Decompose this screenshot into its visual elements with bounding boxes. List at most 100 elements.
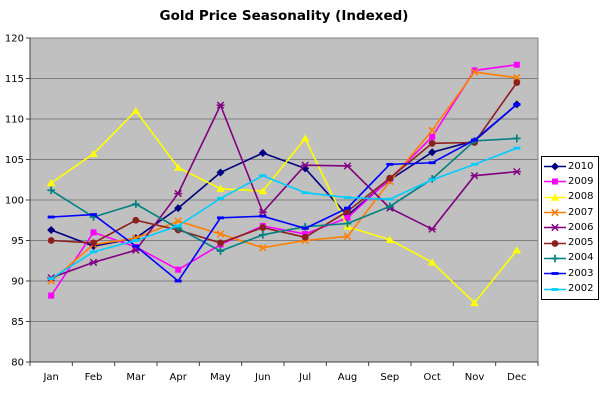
x-axis-label: Aug [338, 372, 358, 383]
legend-item-2007: 2007 [544, 205, 597, 220]
legend-label: 2007 [568, 206, 594, 218]
plus-marker [386, 202, 394, 211]
circle-marker [217, 239, 224, 247]
y-axis-label: 110 [5, 115, 24, 126]
series-line-2008 [50, 109, 518, 305]
asterisk-marker [301, 161, 310, 169]
y-axis-label: 115 [5, 74, 24, 85]
y-axis-label: 80 [11, 358, 24, 369]
circle-marker [301, 233, 309, 241]
legend-label: 2003 [568, 267, 594, 279]
dash-marker [217, 216, 224, 220]
dash-marker [386, 162, 394, 166]
x-axis-label: Dec [507, 372, 526, 383]
dash-marker [132, 244, 140, 248]
x-axis-label: Nov [465, 372, 485, 383]
dash-marker [259, 174, 267, 178]
asterisk-marker [470, 172, 479, 180]
asterisk-marker [343, 162, 352, 170]
y-axis-label: 100 [5, 196, 24, 207]
triangle-marker [512, 246, 522, 254]
square-marker [471, 67, 478, 74]
dash-marker [301, 226, 309, 230]
legend-swatch-triangle-icon [544, 193, 566, 201]
chart-title: Gold Price Seasonality (Indexed) [159, 8, 409, 24]
square-marker [513, 61, 520, 68]
triangle-marker [46, 178, 56, 187]
legend-label: 2002 [568, 283, 594, 295]
legend-label: 2010 [568, 160, 594, 172]
diamond-marker [428, 148, 437, 157]
circle-marker [90, 239, 97, 247]
square-marker [344, 214, 351, 221]
plus-marker [343, 219, 352, 228]
legend-item-2008: 2008 [544, 190, 597, 205]
x-marker [174, 217, 182, 225]
dash-marker [217, 196, 224, 200]
legend-swatch-dash-icon [544, 287, 566, 291]
plus-marker [47, 186, 55, 195]
circle-marker [259, 224, 267, 231]
x-marker [259, 244, 267, 252]
diamond-marker [216, 168, 225, 177]
dash-marker [513, 103, 521, 106]
square-marker [429, 133, 436, 140]
legend-label: 2008 [568, 191, 594, 203]
circle-marker [132, 216, 140, 224]
series-2008 [46, 106, 522, 307]
square-marker [90, 229, 97, 236]
x-marker [513, 73, 521, 82]
x-marker [428, 126, 436, 135]
x-axis-label: Apr [170, 372, 188, 383]
x-axis-label: Sep [380, 372, 399, 383]
square-marker [175, 266, 182, 273]
series-line-2006 [50, 103, 517, 279]
triangle-marker [300, 134, 310, 142]
dash-marker [132, 239, 140, 242]
dash-marker [90, 250, 97, 254]
triangle-marker [427, 258, 437, 266]
dash-marker [471, 162, 478, 166]
legend-item-2003: 2003 [544, 266, 597, 281]
dash-marker [259, 214, 267, 218]
x-axis-label: Jan [42, 372, 58, 383]
x-axis-label: Mar [126, 372, 146, 383]
legend-item-2006: 2006 [544, 220, 597, 235]
series-line-2003 [51, 103, 518, 283]
x-axis-label: Jun [254, 372, 271, 383]
dash-marker [428, 178, 436, 182]
dash-marker [513, 146, 521, 150]
asterisk-marker [89, 258, 98, 267]
x-marker [216, 230, 225, 238]
triangle-marker [131, 106, 141, 115]
legend-item-2004: 2004 [544, 251, 597, 266]
x-axis-label: Jul [298, 372, 311, 383]
circle-marker [47, 237, 55, 244]
legend-item-2009: 2009 [544, 174, 597, 189]
series-2006 [47, 101, 521, 282]
series-2004 [47, 134, 521, 255]
circle-marker [386, 174, 394, 182]
legend-label: 2009 [568, 175, 594, 187]
triangle-marker [89, 149, 98, 158]
x-axis-label: May [210, 372, 231, 383]
dash-marker [90, 213, 97, 216]
triangle-marker [385, 235, 395, 243]
dash-marker [47, 215, 55, 219]
legend-swatch-asterisk-icon [544, 224, 566, 232]
asterisk-marker [216, 101, 225, 109]
asterisk-marker [428, 225, 437, 233]
dash-marker [344, 196, 351, 199]
triangle-marker [173, 163, 183, 171]
series-2003 [47, 103, 521, 283]
dash-marker [428, 161, 436, 165]
dash-marker [174, 279, 182, 283]
asterisk-marker [258, 208, 267, 216]
dash-marker [386, 197, 394, 201]
diamond-marker [47, 225, 56, 234]
y-axis-label: 90 [11, 277, 24, 288]
y-axis-label: 85 [11, 317, 24, 328]
legend-swatch-circle-icon [544, 239, 566, 247]
